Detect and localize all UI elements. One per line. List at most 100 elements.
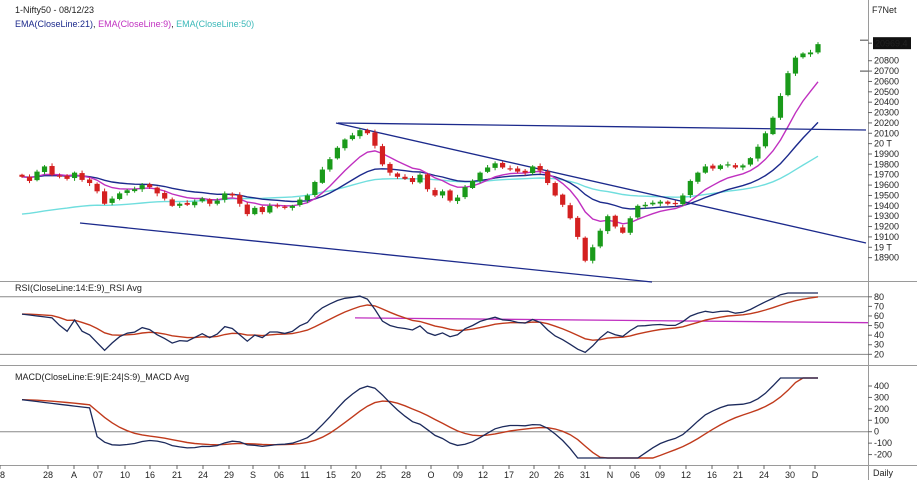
rsi-tick-label: 70	[874, 301, 884, 311]
rsi-tick-label: 20	[874, 349, 884, 359]
candle-body	[552, 183, 558, 196]
x-tick-label: 24	[759, 470, 769, 480]
x-tick-label: 16	[145, 470, 155, 480]
price-tick-label: 20200	[874, 118, 899, 128]
x-tick-label: O	[427, 470, 434, 480]
rsi-tick-label: 40	[874, 330, 884, 340]
legend-sep-2: ,	[171, 19, 176, 29]
candles	[19, 42, 821, 264]
candle-body	[815, 44, 821, 53]
candle-body	[484, 167, 491, 172]
candle-body	[454, 197, 461, 202]
ema-lines	[21, 81, 819, 225]
x-tick-label: 06	[274, 470, 284, 480]
candle-body	[327, 159, 333, 170]
candle-body	[432, 190, 438, 196]
candle-body	[169, 199, 175, 206]
trend-lines	[79, 122, 867, 283]
frames	[0, 0, 917, 480]
macd-line	[21, 377, 818, 459]
candle-body	[545, 171, 551, 184]
candle-body	[364, 130, 371, 134]
candle-body	[379, 146, 386, 165]
candle-body	[71, 172, 78, 179]
x-tick-label: 12	[681, 470, 691, 480]
price-tick-label: 19900	[874, 149, 899, 159]
rsi-line	[21, 292, 818, 354]
candle-body	[477, 172, 483, 181]
x-tick-label: 06	[630, 470, 640, 480]
candle-body	[229, 193, 235, 196]
candle-body	[94, 183, 100, 192]
candle-body	[725, 164, 731, 166]
candle-body	[334, 147, 340, 159]
candle-body	[237, 195, 243, 204]
price-tick-label: 19700	[874, 170, 899, 180]
candle-body	[575, 217, 581, 237]
legend-sep-1: ,	[93, 19, 98, 29]
x-tick-label: 15	[326, 470, 336, 480]
x-tick-label: 28	[401, 470, 411, 480]
candle-body	[49, 166, 55, 175]
x-tick-label: D	[812, 470, 819, 480]
candle-body	[342, 139, 348, 149]
candle-body	[642, 204, 648, 207]
candle-body	[312, 181, 318, 196]
candle-body	[530, 166, 536, 174]
chart-title: 1-Nifty50 - 08/12/23	[15, 5, 94, 15]
x-tick-label: 26	[554, 470, 564, 480]
candle-body	[244, 204, 250, 215]
price-tick-label: 20500	[874, 87, 899, 97]
candle-body	[252, 207, 258, 215]
candle-body	[597, 230, 603, 247]
x-tick-label: 07	[93, 470, 103, 480]
x-tick-label: 24	[198, 470, 208, 480]
macd-tick-label: 0	[874, 427, 879, 437]
price-tick-label: 20300	[874, 108, 899, 118]
candle-body	[447, 190, 453, 201]
candle-body	[800, 53, 806, 58]
candle-body	[702, 166, 708, 173]
ema-legend: EMA(CloseLine:21), EMA(CloseLine:9), EMA…	[15, 19, 254, 29]
price-axis: 20969.4 208002070020600205002040020300202…	[860, 37, 911, 263]
candle-body	[537, 166, 543, 171]
candle-body	[56, 175, 63, 177]
x-tick-label: 11	[300, 470, 309, 480]
candle-body	[732, 165, 738, 168]
x-tick-label: 28	[43, 470, 53, 480]
candle-body	[109, 198, 115, 203]
candle-body	[792, 57, 799, 74]
candle-body	[41, 166, 48, 173]
price-tick-label: 20400	[874, 97, 899, 107]
candle-body	[567, 205, 573, 219]
candle-body	[124, 190, 130, 193]
candle-body	[304, 195, 310, 201]
candle-body	[747, 158, 754, 165]
candle-body	[785, 73, 791, 96]
candle-body	[650, 202, 656, 205]
candle-body	[132, 189, 138, 192]
candle-body	[162, 192, 168, 199]
price-tick-label: 19500	[874, 190, 899, 200]
price-tick-label: 19600	[874, 180, 899, 190]
macd-tick-label: -100	[874, 438, 892, 448]
candle-body	[289, 205, 295, 208]
brand-label: F7Net	[872, 5, 897, 15]
candle-body	[612, 215, 618, 227]
candle-body	[394, 173, 401, 177]
rsi-tick-label: 30	[874, 340, 884, 350]
x-tick-label: 31	[580, 470, 590, 480]
x-tick-label: 16	[707, 470, 717, 480]
last-price-label: 20969.4	[875, 39, 908, 49]
x-tick-label: 25	[376, 470, 386, 480]
candle-body	[86, 179, 93, 184]
candle-body	[620, 227, 626, 233]
candle-body	[672, 202, 678, 205]
candle-body	[34, 171, 40, 181]
candle-body	[207, 199, 213, 204]
macd-panel-title: MACD(CloseLine:E:9|E:24|S:9)_MACD Avg	[15, 372, 189, 382]
candle-body	[402, 176, 408, 179]
candle-body	[297, 199, 303, 205]
ema9-legend: EMA(CloseLine:9)	[98, 19, 171, 29]
price-tick-label: 18900	[874, 253, 899, 263]
